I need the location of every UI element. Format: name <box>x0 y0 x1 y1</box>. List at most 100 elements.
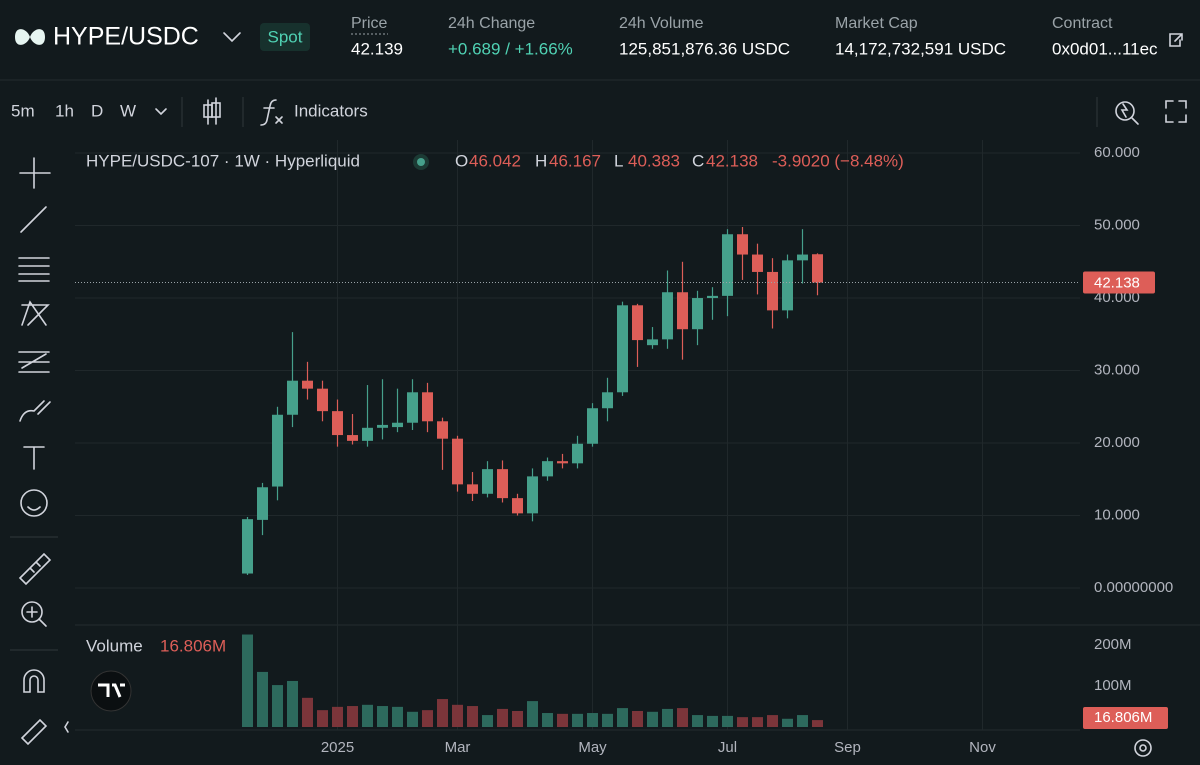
stat-label: Market Cap <box>835 15 918 32</box>
stat-label: 24h Change <box>448 15 535 32</box>
candle-body <box>797 254 808 261</box>
stat-value: 125,851,876.36 USDC <box>619 39 790 58</box>
ohlc-value: 46.167 <box>549 151 601 170</box>
ruler-tool[interactable] <box>18 552 52 586</box>
candle-body <box>632 305 643 341</box>
fx-icon[interactable] <box>260 99 283 126</box>
collapse[interactable] <box>64 721 69 733</box>
volume-bar <box>677 708 688 727</box>
link-icon[interactable] <box>1169 33 1183 47</box>
candle-body <box>257 487 268 520</box>
candle-body <box>422 392 433 422</box>
volume-bar <box>437 699 448 727</box>
stat-label: Contract <box>1052 15 1113 32</box>
pair-chevron[interactable] <box>223 32 241 43</box>
candle-body <box>332 411 343 436</box>
candle-body <box>467 484 478 494</box>
volume-bar <box>257 671 268 727</box>
price-label-bg <box>1083 271 1155 294</box>
stat-value: +0.689 / +1.66% <box>448 39 573 58</box>
x-tick-label: Mar <box>445 739 471 756</box>
y-tick-label: 20.000 <box>1094 434 1140 451</box>
volume-bar <box>557 713 568 727</box>
ohlc-letter: L <box>614 151 623 170</box>
candle-body <box>527 476 538 514</box>
crosshair-tool[interactable] <box>19 157 51 189</box>
candle-body <box>377 424 388 428</box>
volume-bar <box>422 710 433 727</box>
stat-value: 14,172,732,591 USDC <box>835 39 1006 58</box>
emoji-tool[interactable] <box>20 489 48 517</box>
candle-body <box>287 380 298 415</box>
candle-body <box>722 234 733 296</box>
interval[interactable]: D <box>91 101 103 120</box>
stat-label: Price <box>351 15 388 32</box>
volume-bar <box>602 713 613 727</box>
candle-body <box>272 414 283 487</box>
interval-chevron[interactable] <box>155 108 167 116</box>
ohlc-letter: O <box>455 151 468 170</box>
candle-body <box>407 392 418 423</box>
volume-bar <box>812 720 823 727</box>
candle-body <box>782 260 793 311</box>
volume-tick-label: 200M <box>1094 636 1132 653</box>
volume-bar <box>362 704 373 727</box>
candle-body <box>767 271 778 311</box>
ohlc-value: 46.042 <box>469 151 521 170</box>
candle-body <box>617 305 628 393</box>
pair[interactable]: HYPE/USDC <box>53 23 199 51</box>
candle-body <box>317 388 328 412</box>
fullscreen-icon[interactable] <box>1165 100 1187 123</box>
candle-body <box>572 443 583 464</box>
volume-bar <box>482 715 493 727</box>
volume-bar <box>632 710 643 727</box>
volume-bar <box>242 634 253 727</box>
interval[interactable]: 5m <box>11 101 35 120</box>
volume-tick-label: 100M <box>1094 677 1132 694</box>
volume-bar <box>587 713 598 727</box>
chart-title: HYPE/USDC-107 · 1W · Hyperliquid <box>86 151 360 170</box>
indicators[interactable]: Indicators <box>294 101 368 120</box>
volume-bar <box>467 706 478 727</box>
candle-body <box>362 427 373 441</box>
volume-bar <box>767 715 778 727</box>
volume-bar <box>497 708 508 727</box>
volume-bar <box>512 710 523 727</box>
volume-bar <box>317 710 328 727</box>
volume-bar <box>302 697 313 727</box>
settings-icon[interactable] <box>1134 739 1152 757</box>
volume-bar <box>692 715 703 727</box>
brush-tool[interactable] <box>19 400 51 422</box>
projection-tool[interactable] <box>18 351 50 373</box>
interval[interactable]: 1h <box>55 101 74 120</box>
volume-label: 16.806M <box>1094 709 1152 726</box>
candle-type-icon[interactable] <box>203 97 221 125</box>
fib-tool[interactable] <box>18 257 50 282</box>
trendline-tool[interactable] <box>20 206 47 233</box>
replay-icon[interactable] <box>1115 101 1139 125</box>
candle-body <box>647 339 658 346</box>
interval[interactable]: W <box>120 101 136 120</box>
candle-body <box>737 234 748 255</box>
text-tool[interactable] <box>23 446 45 470</box>
candle-body <box>497 469 508 499</box>
volume-bar <box>617 708 628 727</box>
candle-body <box>752 254 763 272</box>
candle-body <box>812 254 823 283</box>
stat-value: 0x0d01...11ec <box>1052 39 1158 58</box>
magnet-tool[interactable] <box>23 669 45 693</box>
volume-bar <box>332 706 343 727</box>
volume-legend: 16.806M <box>160 636 226 655</box>
x-tick-label: Jul <box>718 739 737 756</box>
ohlc-value: 40.383 <box>628 151 680 170</box>
x-tick-label: Sep <box>834 739 861 756</box>
pattern-tool[interactable] <box>21 300 50 326</box>
volume-bar <box>782 718 793 727</box>
ohlc-value: 42.138 <box>706 151 758 170</box>
ohlc-letter: H <box>535 151 547 170</box>
zoom-tool[interactable] <box>21 601 47 627</box>
lock-tool[interactable] <box>20 718 48 746</box>
y-tick-label: 10.000 <box>1094 506 1140 523</box>
x-tick-label: May <box>578 739 607 756</box>
change: -3.9020 (−8.48%) <box>772 151 904 170</box>
